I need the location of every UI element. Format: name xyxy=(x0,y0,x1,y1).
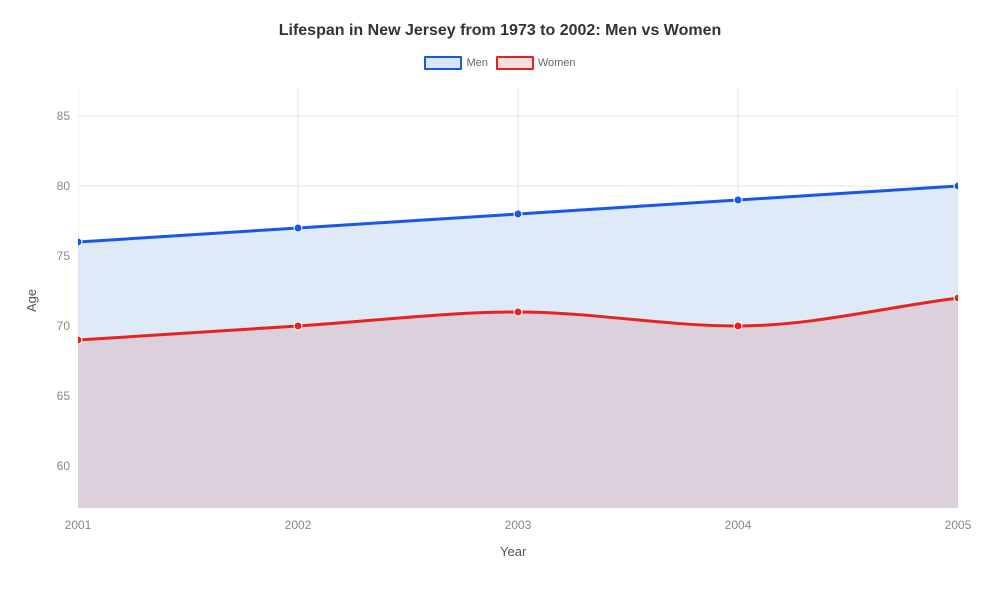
y-tick-label: 75 xyxy=(48,249,70,263)
legend-item-women[interactable]: Women xyxy=(496,56,576,70)
x-tick-label: 2004 xyxy=(725,518,752,532)
x-tick-label: 2003 xyxy=(505,518,532,532)
chart-container: Lifespan in New Jersey from 1973 to 2002… xyxy=(0,0,1000,600)
legend: Men Women xyxy=(0,56,1000,70)
x-tick-label: 2001 xyxy=(65,518,92,532)
chart-title: Lifespan in New Jersey from 1973 to 2002… xyxy=(0,22,1000,40)
y-tick-label: 80 xyxy=(48,179,70,193)
x-tick-label: 2002 xyxy=(285,518,312,532)
legend-item-men[interactable]: Men xyxy=(424,56,487,70)
y-tick-label: 60 xyxy=(48,459,70,473)
y-tick-label: 70 xyxy=(48,319,70,333)
plot-area xyxy=(78,88,958,508)
legend-swatch-women xyxy=(496,56,534,70)
chart-svg xyxy=(78,88,958,508)
legend-swatch-men xyxy=(424,56,462,70)
legend-label-men: Men xyxy=(466,57,487,69)
y-axis-label: Age xyxy=(24,289,39,312)
x-tick-label: 2005 xyxy=(945,518,972,532)
y-tick-label: 85 xyxy=(48,109,70,123)
x-axis-label: Year xyxy=(500,544,526,559)
y-tick-label: 65 xyxy=(48,389,70,403)
legend-label-women: Women xyxy=(538,57,576,69)
